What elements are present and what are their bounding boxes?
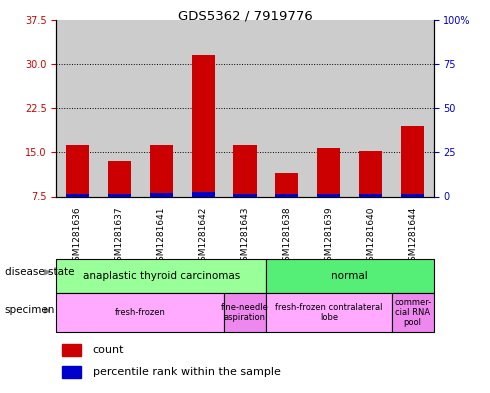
Bar: [224, 293, 266, 332]
Text: anaplastic thyroid carcinomas: anaplastic thyroid carcinomas: [82, 271, 240, 281]
Bar: [350, 20, 392, 196]
Bar: [359, 194, 382, 196]
Bar: [359, 151, 382, 196]
Bar: [224, 20, 266, 196]
Bar: [233, 194, 257, 196]
Bar: [308, 20, 350, 196]
Bar: [401, 194, 424, 196]
Bar: [56, 293, 224, 332]
Text: GDS5362 / 7919776: GDS5362 / 7919776: [177, 10, 313, 23]
Bar: [392, 293, 434, 332]
Bar: [62, 366, 81, 378]
Bar: [108, 194, 131, 196]
Text: count: count: [93, 345, 124, 355]
Bar: [318, 194, 341, 196]
Text: commer-
cial RNA
pool: commer- cial RNA pool: [394, 298, 431, 327]
Bar: [275, 195, 298, 196]
Bar: [56, 259, 266, 293]
Bar: [266, 259, 434, 293]
Bar: [98, 20, 140, 196]
Text: percentile rank within the sample: percentile rank within the sample: [93, 367, 280, 377]
Bar: [192, 55, 215, 196]
Bar: [233, 145, 257, 196]
Bar: [140, 20, 182, 196]
Text: fresh-frozen: fresh-frozen: [115, 308, 166, 317]
Text: specimen: specimen: [5, 305, 55, 316]
Bar: [392, 20, 434, 196]
Bar: [266, 293, 392, 332]
Bar: [62, 344, 81, 356]
Bar: [266, 20, 308, 196]
Bar: [66, 194, 89, 196]
Bar: [192, 192, 215, 196]
Bar: [56, 20, 98, 196]
Bar: [66, 145, 89, 196]
Bar: [275, 173, 298, 196]
Text: disease state: disease state: [5, 267, 74, 277]
Bar: [318, 147, 341, 196]
Bar: [149, 145, 172, 196]
Bar: [108, 161, 131, 196]
Text: fine-needle
aspiration: fine-needle aspiration: [221, 303, 269, 322]
Text: fresh-frozen contralateral
lobe: fresh-frozen contralateral lobe: [275, 303, 383, 322]
Bar: [149, 193, 172, 196]
Bar: [401, 126, 424, 196]
Text: normal: normal: [331, 271, 368, 281]
Bar: [182, 20, 224, 196]
